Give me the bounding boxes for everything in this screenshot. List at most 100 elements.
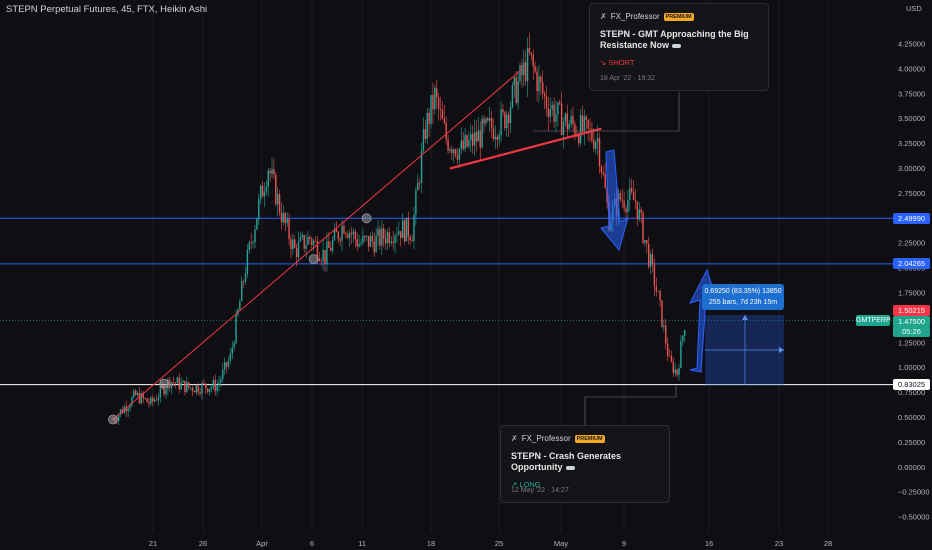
candle-body [443,118,445,123]
candle-body [354,231,357,240]
x-tick-label: 23 [775,539,783,548]
cloud-icon [672,43,682,48]
candle-body [545,96,548,109]
candle-body [241,281,243,302]
idea-author[interactable]: FX_Professor [521,434,571,443]
candle-body [382,228,385,239]
candle-body [668,355,671,357]
candle-body [625,208,627,212]
candle-body [299,237,302,242]
horizontal-levels [0,217,893,386]
candle-body [269,170,271,174]
price-label-high: 1.50215 [893,305,930,316]
candle-body [589,128,591,130]
candle-body [436,88,438,98]
callout-connector [584,386,677,425]
candle-body [305,244,307,249]
candle-body [591,129,593,141]
candle-body [577,135,580,144]
idea-signal: ↗ LONG [511,480,541,489]
candle-body [214,380,216,392]
idea-title[interactable]: STEPN - GMT Approaching the Big Resistan… [600,29,749,50]
candle-body [220,378,222,383]
idea-author[interactable]: FX_Professor [610,12,660,21]
candle-body [271,169,273,174]
y-tick-label: 0.25000 [898,438,925,447]
candle-body [568,124,570,130]
candle-body [517,81,519,104]
candle-body [129,405,131,409]
measure-line-2: 255 bars, 7d 23h 15m [708,299,778,306]
candle-body [193,391,196,393]
candle-body [451,149,453,154]
cloud-icon [565,465,575,470]
candle-body [367,235,370,247]
idea-title[interactable]: STEPN - Crash Generates Opportunity [511,451,622,472]
candle-body [623,200,625,209]
candle-body [466,135,468,147]
candle-body [131,397,133,406]
candle-body [116,420,118,422]
candle-body [250,242,252,244]
candle-body [246,249,249,274]
candle-body [178,377,180,390]
candle-body [326,241,328,264]
candle-body [182,380,184,383]
candle-body [163,386,165,395]
candle-body [311,239,313,245]
candle-body [600,166,603,173]
candle-body [524,62,527,82]
candle-body [454,149,457,156]
candle-body [229,353,232,361]
candle-body [384,238,387,244]
candle-body [328,241,330,248]
grid [152,0,829,532]
candle-body [356,239,358,247]
candle-body [487,118,489,121]
candle-body [278,194,281,213]
idea-date: 12 May '22 · 14:27 [511,487,569,494]
candle-body [112,419,114,421]
candle-body [379,229,381,246]
candle-body [566,113,569,130]
candle-body [511,85,514,107]
candle-body [212,380,215,387]
pin-icon: ✗ [511,434,518,443]
candle-body [169,379,171,388]
candle-body [297,241,300,257]
candle-body [206,388,209,393]
candle-body [337,232,339,240]
candle-body [295,247,298,257]
candle-body [125,406,127,412]
candle-body [557,102,559,115]
candle-body [638,209,640,220]
candle-body [453,149,455,154]
x-tick-label: 26 [199,539,207,548]
y-tick-label: 2.75000 [898,189,925,198]
candle-body [225,362,228,367]
y-tick-label: 1.25000 [898,338,925,347]
candle-body [428,112,430,124]
candle-body [585,116,587,120]
x-tick-label: May [554,539,568,548]
level-label-2-49990: 2.49990 [893,213,930,224]
candle-body [619,193,622,200]
idea-card-short[interactable]: ✗ FX_Professor PREMIUM STEPN - GMT Appro… [589,3,769,91]
down-arrow [600,149,629,252]
y-tick-label: 3.75000 [898,89,925,98]
candle-body [180,382,182,390]
trendlines [108,70,602,425]
candle-body [678,367,680,375]
candle-body [551,104,553,110]
candle-body [142,393,144,399]
idea-author-row: ✗ FX_Professor PREMIUM [511,434,659,443]
idea-card-long[interactable]: ✗ FX_Professor PREMIUM STEPN - Crash Gen… [500,425,670,503]
candle-body [456,155,459,160]
pin-icon: ✗ [600,12,607,21]
callout-connector [533,92,680,132]
y-tick-label: 1.75000 [898,289,925,298]
candle-body [536,71,538,92]
candle-body [303,235,305,249]
candle-body [644,239,646,243]
